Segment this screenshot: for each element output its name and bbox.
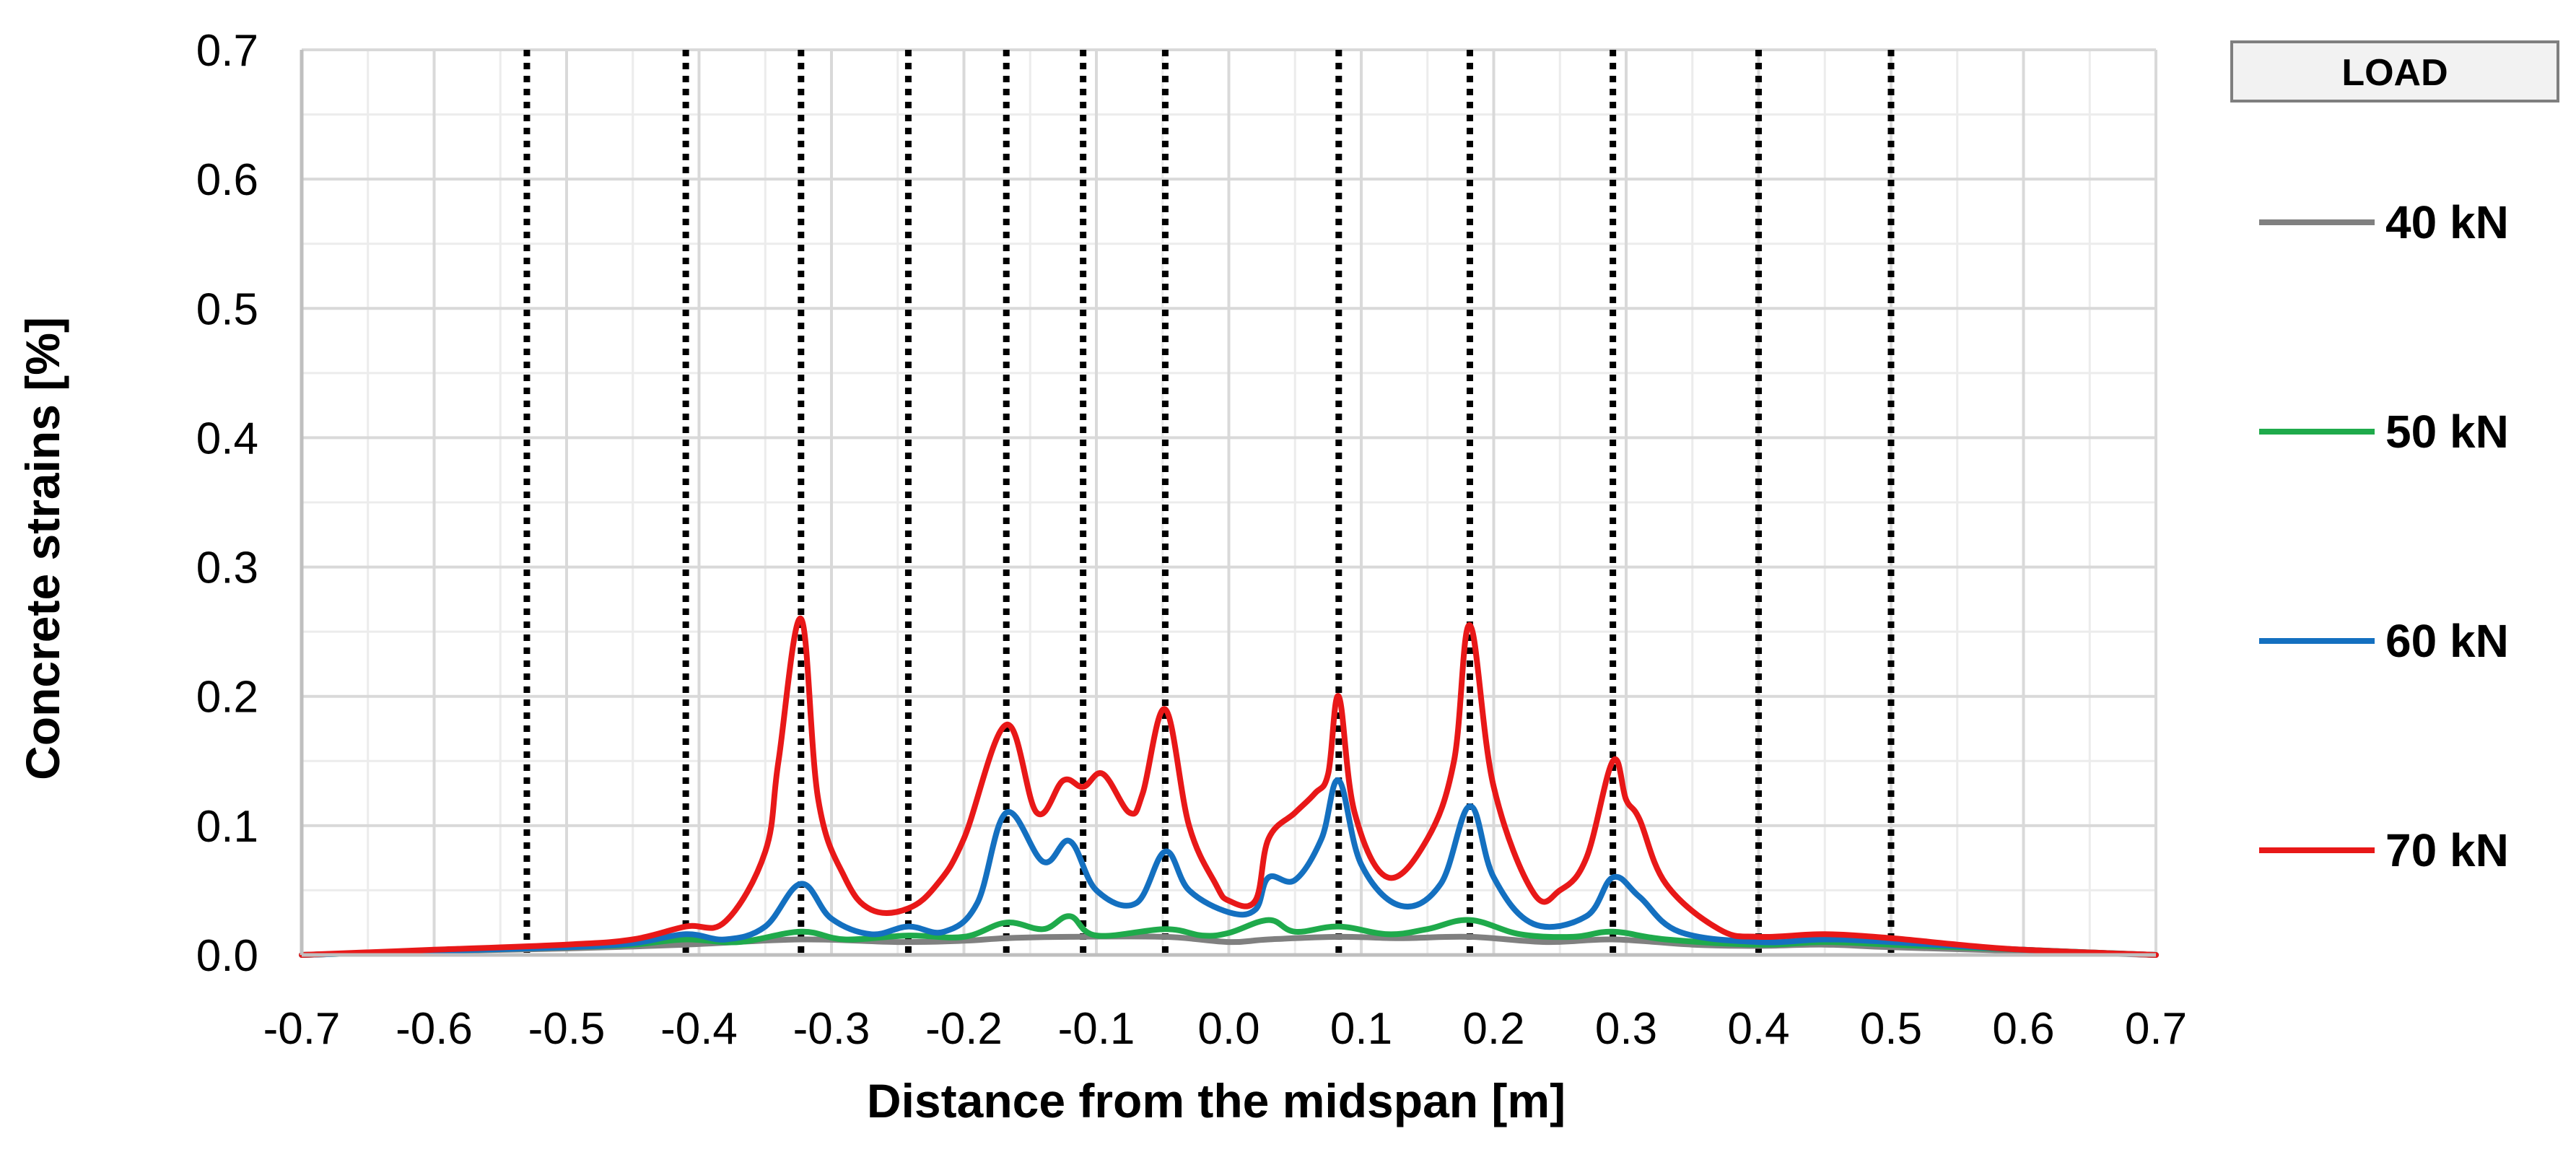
legend-title: LOAD [2341, 52, 2448, 94]
x-tick-label: -0.6 [396, 1004, 473, 1054]
y-tick-label: 0.6 [196, 155, 258, 205]
x-tick-label: 0.2 [1462, 1004, 1524, 1054]
y-axis-title: Concrete strains [%] [16, 317, 69, 780]
y-tick-label: 0.4 [196, 414, 258, 463]
axes [300, 50, 2156, 957]
x-tick-label: 0.6 [1992, 1004, 2054, 1054]
x-axis-title: Distance from the midspan [m] [867, 1074, 1566, 1127]
x-tick-label: 0.7 [2125, 1004, 2187, 1054]
x-tick-label: -0.3 [793, 1004, 870, 1054]
series-line-60-kn [299, 777, 2159, 958]
x-tick-label: -0.1 [1058, 1004, 1135, 1054]
legend-label-50-kn: 50 kN [2385, 406, 2509, 458]
x-tick-label: 0.5 [1860, 1004, 1922, 1054]
series-line-70-kn [299, 616, 2159, 958]
y-tick-label: 0.1 [196, 802, 258, 852]
x-tick-label: 0.0 [1197, 1004, 1259, 1054]
y-tick-label: 0.5 [196, 284, 258, 334]
y-tick-label: 0.2 [196, 673, 258, 723]
legend: LOAD 40 kN 50 kN 60 kN 70 kN [2230, 40, 2559, 876]
y-tick-label: 0.0 [196, 931, 258, 981]
y-tick-label: 0.7 [196, 26, 258, 76]
x-tick-label: -0.5 [528, 1004, 606, 1054]
legend-label-70-kn: 70 kN [2385, 824, 2509, 876]
legend-label-40-kn: 40 kN [2385, 196, 2509, 248]
y-tick-labels: 0.0 0.1 0.2 0.3 0.4 0.5 0.6 0.7 [196, 26, 258, 981]
x-tick-label: 0.3 [1595, 1004, 1657, 1054]
legend-entries: 40 kN 50 kN 60 kN 70 kN [2259, 196, 2509, 876]
legend-label-60-kn: 60 kN [2385, 615, 2509, 667]
x-tick-label: -0.4 [660, 1004, 738, 1054]
series-line-50-kn [299, 913, 2159, 958]
x-tick-label: 0.1 [1330, 1004, 1392, 1054]
legend-title-box [2230, 40, 2559, 102]
x-tick-label: -0.2 [925, 1004, 1003, 1054]
x-tick-labels: -0.7 -0.6 -0.5 -0.4 -0.3 -0.2 -0.1 0.0 0.1 0.2 0.3… [263, 1004, 2188, 1054]
x-tick-label: -0.7 [263, 1004, 341, 1054]
y-tick-label: 0.3 [196, 544, 258, 593]
x-tick-label: 0.4 [1727, 1004, 1789, 1054]
series-lines [299, 616, 2159, 958]
